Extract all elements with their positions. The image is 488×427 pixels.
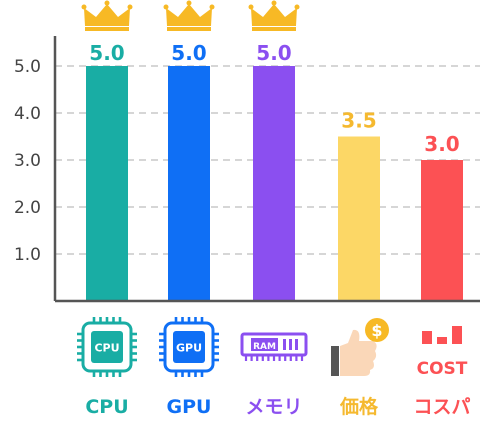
category-labels: CPU GPU メモリ 価格 コスパ xyxy=(85,395,470,418)
bar xyxy=(168,66,210,301)
y-tick-label: 4.0 xyxy=(14,104,41,124)
value-label: 3.0 xyxy=(424,132,459,156)
svg-text:$: $ xyxy=(371,321,382,340)
gridlines xyxy=(55,65,480,255)
bar xyxy=(86,66,128,301)
ram-module-icon: RAM xyxy=(240,332,308,361)
category-label: GPU xyxy=(167,396,212,418)
axes xyxy=(53,36,480,303)
cost-chart-icon: COST xyxy=(417,326,468,379)
value-label: 5.0 xyxy=(171,41,206,65)
category-label: 価格 xyxy=(339,395,379,418)
y-tick-label: 1.0 xyxy=(14,245,41,265)
y-axis-tick-labels: 1.0 2.0 3.0 4.0 5.0 xyxy=(14,57,41,265)
svg-text:CPU: CPU xyxy=(94,342,119,355)
value-label: 5.0 xyxy=(89,41,124,65)
category-label: CPU xyxy=(85,396,128,418)
bar xyxy=(253,66,295,301)
y-tick-label: 3.0 xyxy=(14,151,41,171)
value-label: 5.0 xyxy=(256,41,291,65)
thumbs-up-coin-icon: $ xyxy=(331,318,389,376)
category-label: コスパ xyxy=(413,396,470,418)
y-tick-label: 2.0 xyxy=(14,198,41,218)
bar xyxy=(338,136,380,301)
bar xyxy=(421,160,463,301)
crown-icon xyxy=(248,0,300,31)
svg-text:COST: COST xyxy=(417,359,468,379)
svg-text:RAM: RAM xyxy=(253,342,276,352)
svg-text:GPU: GPU xyxy=(176,342,202,355)
y-tick-label: 5.0 xyxy=(14,57,41,77)
crown-icon xyxy=(81,0,133,31)
value-label: 3.5 xyxy=(341,109,376,133)
crown-icon xyxy=(163,0,215,31)
category-icons: CPU GPU RAM $ COST xyxy=(77,317,468,379)
crowns xyxy=(81,0,300,31)
gpu-chip-icon: GPU xyxy=(159,317,219,377)
cpu-chip-icon: CPU xyxy=(77,317,137,377)
bars xyxy=(86,66,463,301)
value-labels: 5.0 5.0 5.0 3.5 3.0 xyxy=(89,41,459,156)
category-label: メモリ xyxy=(245,396,302,418)
